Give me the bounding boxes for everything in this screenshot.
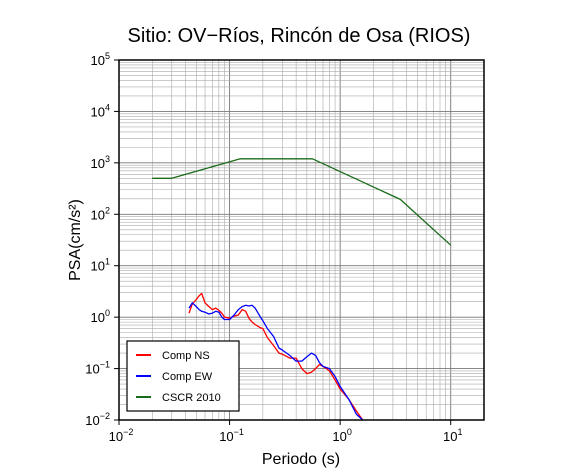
grid <box>118 59 485 421</box>
x-tick-label: 10−1 <box>219 427 244 444</box>
x-tick-label: 10−2 <box>109 427 134 444</box>
y-tick-label: 102 <box>91 205 110 222</box>
y-tick-label: 10−2 <box>85 411 110 428</box>
x-tick-label: 100 <box>332 427 351 444</box>
series-line-2 <box>188 302 364 421</box>
legend-label: Comp EW <box>162 371 213 383</box>
x-tick-label: 101 <box>443 427 462 444</box>
y-tick-label: 105 <box>91 51 110 68</box>
axis-ticks: 10−2 10−1 100 101 10−2 10−1 100 101 102 103 104 105 <box>85 51 462 444</box>
y-tick-label: 103 <box>91 154 110 171</box>
y-axis-label: PSA(cm/s²) <box>67 199 84 281</box>
legend: Comp NS Comp EW CSCR 2010 <box>126 340 240 412</box>
x-axis-label: Periodo (s) <box>262 451 340 468</box>
legend-label: Comp NS <box>162 350 210 362</box>
series-line-3 <box>152 158 452 246</box>
y-tick-label: 104 <box>91 102 110 119</box>
plot-frame <box>118 59 485 421</box>
y-tick-label: 10−1 <box>85 360 110 377</box>
series-layer <box>152 158 452 421</box>
y-tick-label: 100 <box>91 308 110 325</box>
legend-label: CSCR 2010 <box>162 392 221 404</box>
y-tick-label: 101 <box>91 257 110 274</box>
chart-title: Sitio: OV−Ríos, Rincón de Osa (RIOS) <box>128 25 471 47</box>
